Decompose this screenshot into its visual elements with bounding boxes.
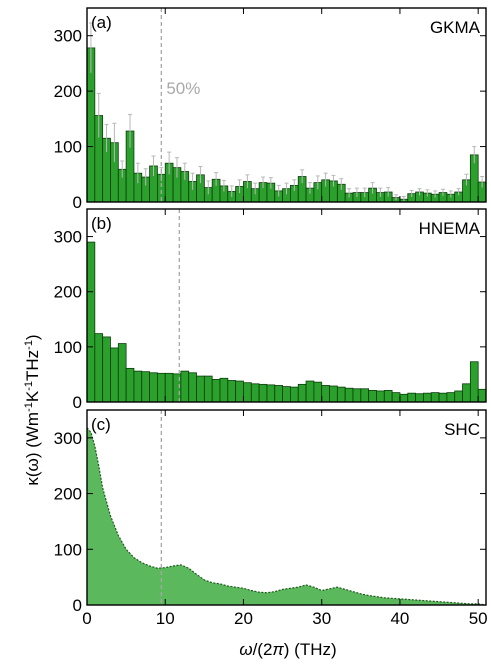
bar: [274, 385, 283, 403]
y-tick-label: 300: [54, 429, 82, 448]
panel-b: 0 100 200 300 (b) HNEMA: [54, 208, 487, 412]
bar: [235, 380, 244, 403]
bar: [368, 390, 377, 403]
bar: [211, 378, 221, 403]
bar: [438, 392, 448, 403]
bar: [313, 381, 323, 403]
area-line: [86, 427, 487, 606]
method-label: GKMA: [430, 18, 481, 37]
y-tick-label: 300: [54, 27, 82, 46]
bar: [125, 367, 135, 403]
percent-annotation: 50%: [166, 79, 200, 98]
bar: [297, 383, 307, 403]
bar: [250, 383, 260, 403]
bar: [258, 383, 268, 403]
plot-frame: [86, 7, 487, 203]
plot-frame: [86, 208, 487, 403]
bar: [454, 390, 463, 403]
bar: [391, 392, 401, 403]
bar: [376, 390, 385, 403]
x-axis-label-omega: ω: [239, 640, 252, 659]
bar: [321, 385, 330, 403]
bar: [243, 382, 252, 403]
bar: [102, 336, 111, 403]
x-tick-label: 30: [312, 609, 331, 628]
bar: [141, 371, 150, 403]
y-axis-label-exp: -1: [23, 381, 35, 391]
y-axis-label-close: ): [23, 334, 42, 340]
bar: [266, 384, 276, 403]
bar: [110, 347, 119, 403]
y-tick-label: 100: [54, 540, 82, 559]
bar: [352, 388, 362, 403]
panel-c: 0 100 200 300 (c) SHC: [54, 409, 487, 615]
bar: [407, 392, 416, 403]
method-label: SHC: [444, 420, 480, 439]
bar: [344, 387, 354, 403]
x-tick-labels: 0 10 20 30 40 50: [82, 609, 487, 628]
x-tick-label: 10: [156, 609, 175, 628]
bar: [164, 372, 174, 403]
bar: [423, 392, 432, 403]
bar: [157, 372, 166, 403]
bar: [149, 372, 158, 403]
y-tick-label: 200: [54, 82, 82, 101]
bar: [399, 393, 409, 403]
bar: [188, 372, 197, 403]
y-tick-label: 0: [73, 596, 82, 615]
bar: [133, 370, 143, 403]
x-axis-label-mid: /(2: [253, 640, 273, 659]
y-tick-label: 200: [54, 485, 82, 504]
bar: [290, 386, 299, 403]
panel-label: (b): [91, 214, 112, 233]
panel-label: (c): [91, 415, 111, 434]
bar: [203, 375, 213, 403]
bar: [329, 385, 338, 403]
y-axis-label-unit-k: K: [23, 390, 42, 402]
bar: [282, 386, 291, 403]
y-axis-label-main: κ(ω) (Wm: [23, 412, 42, 486]
bar: [383, 390, 393, 403]
bar: [94, 333, 104, 403]
panel-a: 0 100 200 300 (a) GKMA 50%: [54, 7, 487, 212]
x-tick-label: 40: [390, 609, 409, 628]
y-tick-label: 200: [54, 283, 82, 302]
y-tick-label: 0: [73, 393, 82, 412]
panel-label: (a): [91, 13, 112, 32]
x-tick-label: 20: [234, 609, 253, 628]
bar: [305, 380, 315, 403]
plot-frame: [86, 409, 487, 606]
y-axis-label-unit-thz: THz: [23, 350, 42, 381]
bar: [477, 388, 487, 403]
x-tick-label: 50: [469, 609, 488, 628]
bar: [360, 388, 370, 403]
bar: [430, 392, 440, 403]
y-tick-label: 300: [54, 228, 82, 247]
x-tick-label: 0: [82, 609, 91, 628]
area-fill: [87, 427, 486, 605]
x-axis-label-unit: ) (THz): [284, 640, 337, 659]
bar: [196, 375, 205, 403]
y-axis-label: κ(ω) (Wm-1K-1THz-1): [23, 334, 42, 485]
bar: [446, 392, 456, 403]
y-axis-label-exp: -1: [23, 402, 35, 412]
bar: [86, 241, 96, 403]
x-axis-label: ω/(2π) (THz): [239, 640, 336, 659]
bar: [219, 377, 229, 403]
method-label: HNEMA: [419, 219, 481, 238]
bar: [469, 361, 479, 403]
y-axis-label-exp: -1: [23, 340, 35, 350]
bar: [227, 380, 237, 403]
y-tick-label: 100: [54, 338, 82, 357]
bar: [117, 343, 127, 403]
bar: [180, 370, 190, 403]
y-tick-label: 100: [54, 138, 82, 157]
bar: [415, 393, 424, 403]
bar: [462, 383, 471, 403]
x-axis-label-pi: π: [272, 640, 284, 659]
bar: [336, 386, 346, 403]
y-tick-label: 0: [73, 193, 82, 212]
